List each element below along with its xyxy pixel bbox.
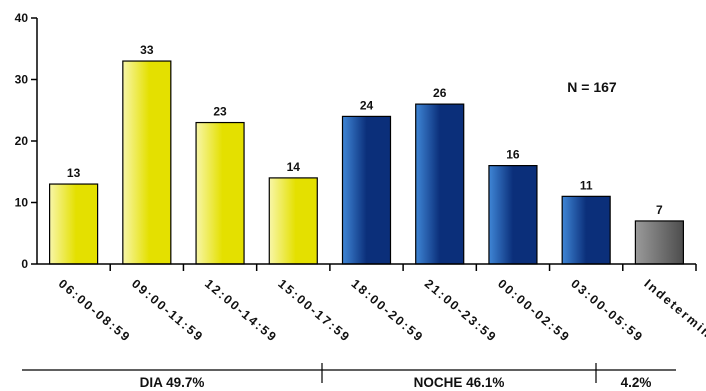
bar-3	[195, 121, 245, 265]
y-tick-label: 10	[15, 196, 29, 210]
data-label: 13	[67, 166, 81, 180]
group-label: DIA 49.7%	[140, 375, 205, 390]
category-label: 03:00-05:59	[568, 277, 646, 346]
bar-7	[488, 165, 538, 265]
bars: 13 33 23 14 24 26 16 11 7	[49, 43, 684, 265]
data-label: 16	[506, 148, 520, 162]
data-label: 26	[433, 86, 447, 100]
data-label: 33	[140, 43, 154, 57]
group-label: NOCHE 46.1%	[414, 375, 505, 390]
data-label: 23	[213, 105, 227, 119]
category-label: 21:00-23:59	[422, 277, 500, 346]
bar-8	[561, 195, 611, 265]
category-label: 18:00-20:59	[349, 277, 427, 346]
group-brackets: DIA 49.7% NOCHE 46.1% 4.2%	[22, 363, 676, 390]
y-tick-label: 0	[21, 257, 28, 271]
data-label: 11	[580, 178, 593, 192]
category-label: 00:00-02:59	[495, 277, 573, 346]
category-label: Indeterminado	[641, 277, 706, 360]
category-label: 12:00-14:59	[202, 277, 280, 346]
bar-4	[268, 177, 318, 265]
data-label: 14	[287, 160, 301, 174]
category-label: 06:00-08:59	[56, 277, 134, 346]
sample-size-annotation: N = 167	[567, 79, 617, 95]
group-label: 4.2%	[621, 375, 652, 390]
y-tick-label: 20	[15, 134, 29, 148]
category-label: 09:00-11:59	[129, 277, 207, 345]
bar-9	[634, 220, 684, 265]
bar-2	[122, 60, 172, 265]
bar-1	[49, 183, 99, 265]
bar-5	[341, 115, 392, 265]
x-axis: 06:00-08:5909:00-11:5912:00-14:5915:00-1…	[37, 263, 706, 360]
y-axis: 0 10 20 30 40	[15, 11, 38, 271]
y-tick-label: 30	[15, 73, 29, 87]
bar-6	[415, 103, 465, 265]
category-label: 15:00-17:59	[275, 277, 353, 346]
data-label: 24	[360, 98, 374, 112]
y-tick-label: 40	[15, 11, 29, 25]
data-label: 7	[656, 203, 663, 217]
